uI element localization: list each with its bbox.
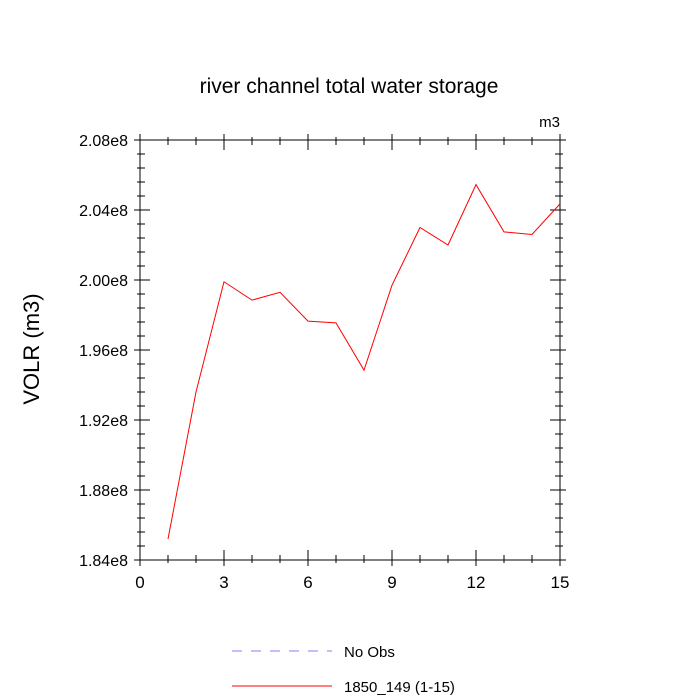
plot-frame [139,139,561,561]
y-tick-label: 2.00e8 [79,273,128,290]
y-tick-label: 1.84e8 [79,553,128,570]
y-tick-labels: 1.84e8 1.88e8 1.92e8 1.96e8 2.00e8 2.04e8 2.08… [79,133,128,570]
legend-label: 1850_149 (1-15) [344,679,455,696]
y-tick-label: 1.92e8 [79,413,128,430]
chart-title: river channel total water storage [200,75,499,98]
x-tick-label: 15 [551,573,570,592]
y-tick-label: 2.08e8 [79,133,128,150]
x-tick-label: 0 [135,573,144,592]
axis-ticks [134,134,566,566]
x-tick-label: 6 [303,573,312,592]
legend-label: No Obs [344,644,395,661]
x-tick-label: 3 [219,573,228,592]
x-tick-labels: 0 3 6 9 12 15 [135,573,569,592]
x-tick-label: 12 [467,573,486,592]
legend: No Obs 1850_149 (1-15) [232,644,455,696]
y-axis-label: VOLR (m3) [19,293,44,404]
series-line [167,183,561,540]
series-layer [167,183,561,540]
y-tick-label: 2.04e8 [79,203,128,220]
y-tick-label: 1.88e8 [79,483,128,500]
y-tick-label: 1.96e8 [79,343,128,360]
x-tick-label: 9 [387,573,396,592]
units-label: m3 [539,114,560,131]
